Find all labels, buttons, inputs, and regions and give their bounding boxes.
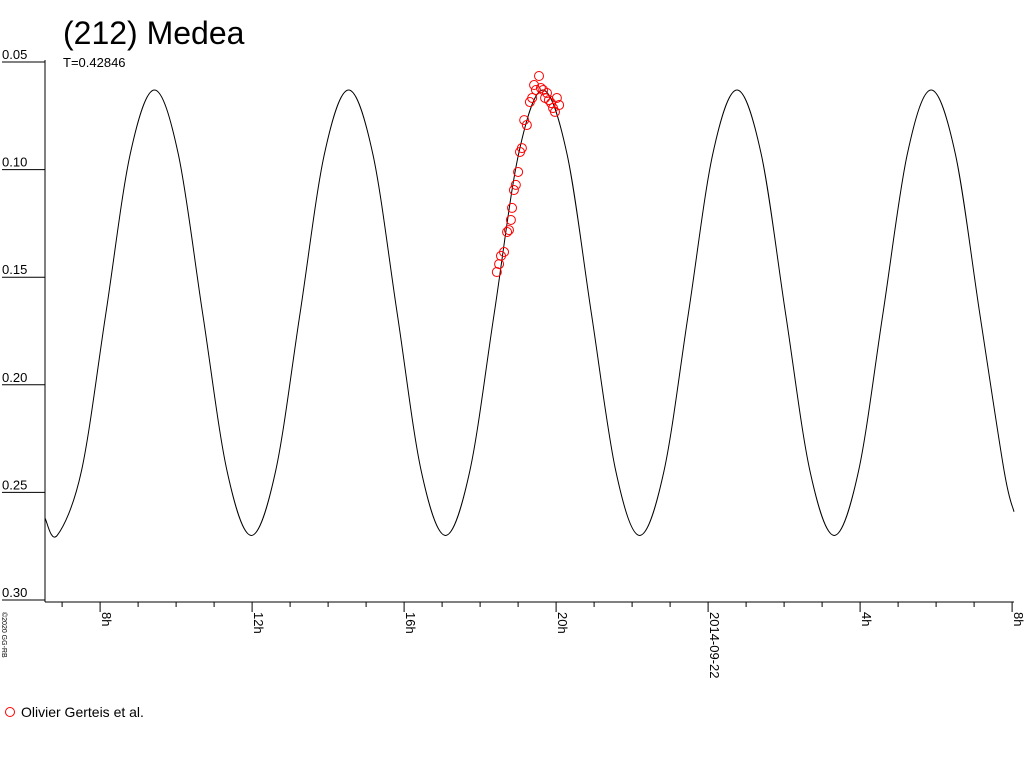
observation bbox=[519, 115, 530, 126]
y-tick-label: 0.30 bbox=[2, 585, 27, 600]
chart-subtitle: T=0.42846 bbox=[63, 55, 126, 70]
x-tick-label: 20h bbox=[555, 612, 570, 634]
observation bbox=[546, 98, 557, 109]
x-tick-label: 8h bbox=[1011, 612, 1024, 626]
observation bbox=[529, 80, 540, 91]
observation bbox=[535, 83, 546, 94]
observation bbox=[508, 185, 519, 196]
y-tick-label: 0.10 bbox=[2, 155, 27, 170]
observation bbox=[507, 202, 518, 213]
observation bbox=[554, 100, 565, 111]
legend-marker bbox=[5, 707, 15, 717]
x-tick-label: 4h bbox=[859, 612, 874, 626]
observation bbox=[527, 92, 538, 103]
y-tick-label: 0.25 bbox=[2, 477, 27, 492]
chart-title: (212) Medea bbox=[63, 15, 245, 51]
observation bbox=[503, 225, 514, 236]
y-tick-label: 0.05 bbox=[2, 47, 27, 62]
observation bbox=[505, 214, 516, 225]
observation bbox=[491, 267, 502, 278]
y-tick-label: 0.15 bbox=[2, 262, 27, 277]
observation bbox=[534, 70, 544, 81]
x-tick-label: 16h bbox=[403, 612, 418, 634]
observation bbox=[541, 87, 552, 98]
observation bbox=[510, 179, 521, 190]
x-tick-label: 8h bbox=[99, 612, 114, 626]
y-tick-label: 0.20 bbox=[2, 370, 27, 385]
model-curve bbox=[44, 89, 1015, 538]
observation bbox=[516, 143, 527, 154]
observation bbox=[543, 95, 554, 106]
x-tick-label: 2014-09-22 bbox=[707, 612, 722, 679]
observation bbox=[521, 120, 532, 131]
observation bbox=[502, 227, 513, 238]
x-tick-label: 12h bbox=[251, 612, 266, 634]
observation bbox=[513, 166, 524, 177]
copyright: ©2020 GG-RB bbox=[0, 612, 8, 658]
legend-label: Olivier Gerteis et al. bbox=[21, 704, 144, 720]
observation bbox=[499, 247, 510, 258]
observation bbox=[494, 259, 505, 270]
observation bbox=[538, 84, 549, 95]
observation bbox=[530, 84, 541, 95]
observation bbox=[551, 92, 562, 103]
